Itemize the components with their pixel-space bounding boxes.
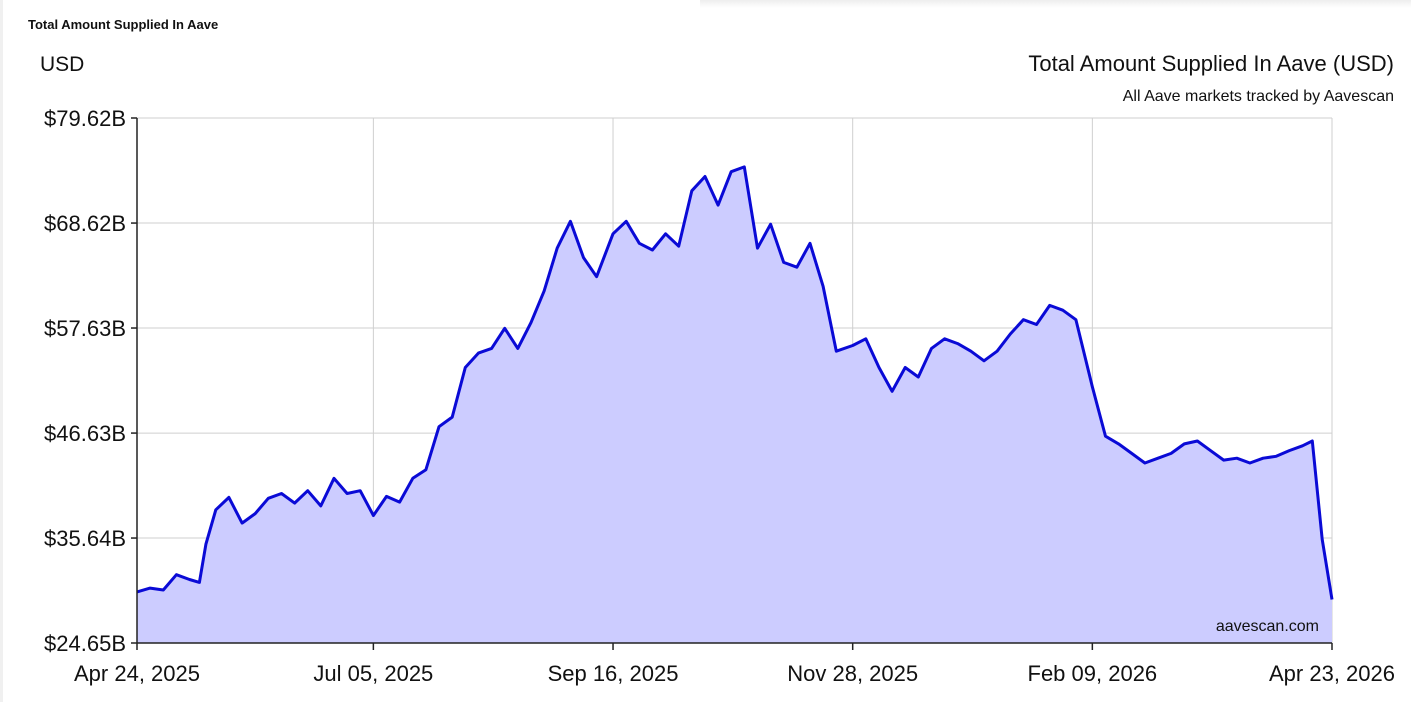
y-tick-label: $79.62B xyxy=(44,106,126,131)
x-tick-label: Sep 16, 2025 xyxy=(548,661,679,686)
page-heading: Total Amount Supplied In Aave xyxy=(28,17,219,32)
y-tick-label: $35.64B xyxy=(44,526,126,551)
watermark: aavescan.com xyxy=(1216,618,1319,635)
chart-subtitle: All Aave markets tracked by Aavescan xyxy=(1123,88,1394,105)
x-tick-label: Feb 09, 2026 xyxy=(1028,661,1158,686)
y-tick-label: $68.62B xyxy=(44,211,126,236)
tick-labels: $24.65B $35.64B $46.63B $57.63B $68.62B $79.6… xyxy=(44,106,1395,686)
x-tick-label: Apr 23, 2026 xyxy=(1269,661,1395,686)
x-tick-label: Jul 05, 2025 xyxy=(313,661,433,686)
y-tick-label: $24.65B xyxy=(44,631,126,656)
y-tick-label: $46.63B xyxy=(44,421,126,446)
y-axis-label: USD xyxy=(40,53,84,76)
y-tick-label: $57.63B xyxy=(44,316,126,341)
x-tick-label: Nov 28, 2025 xyxy=(787,661,918,686)
chart-title: Total Amount Supplied In Aave (USD) xyxy=(1028,51,1394,76)
top-shadow xyxy=(700,0,1411,8)
axes xyxy=(131,117,1333,650)
series-line xyxy=(136,165,1334,600)
series-area-fill xyxy=(137,166,1332,643)
left-edge-strip xyxy=(0,0,3,702)
x-tick-label: Apr 24, 2025 xyxy=(74,661,200,686)
